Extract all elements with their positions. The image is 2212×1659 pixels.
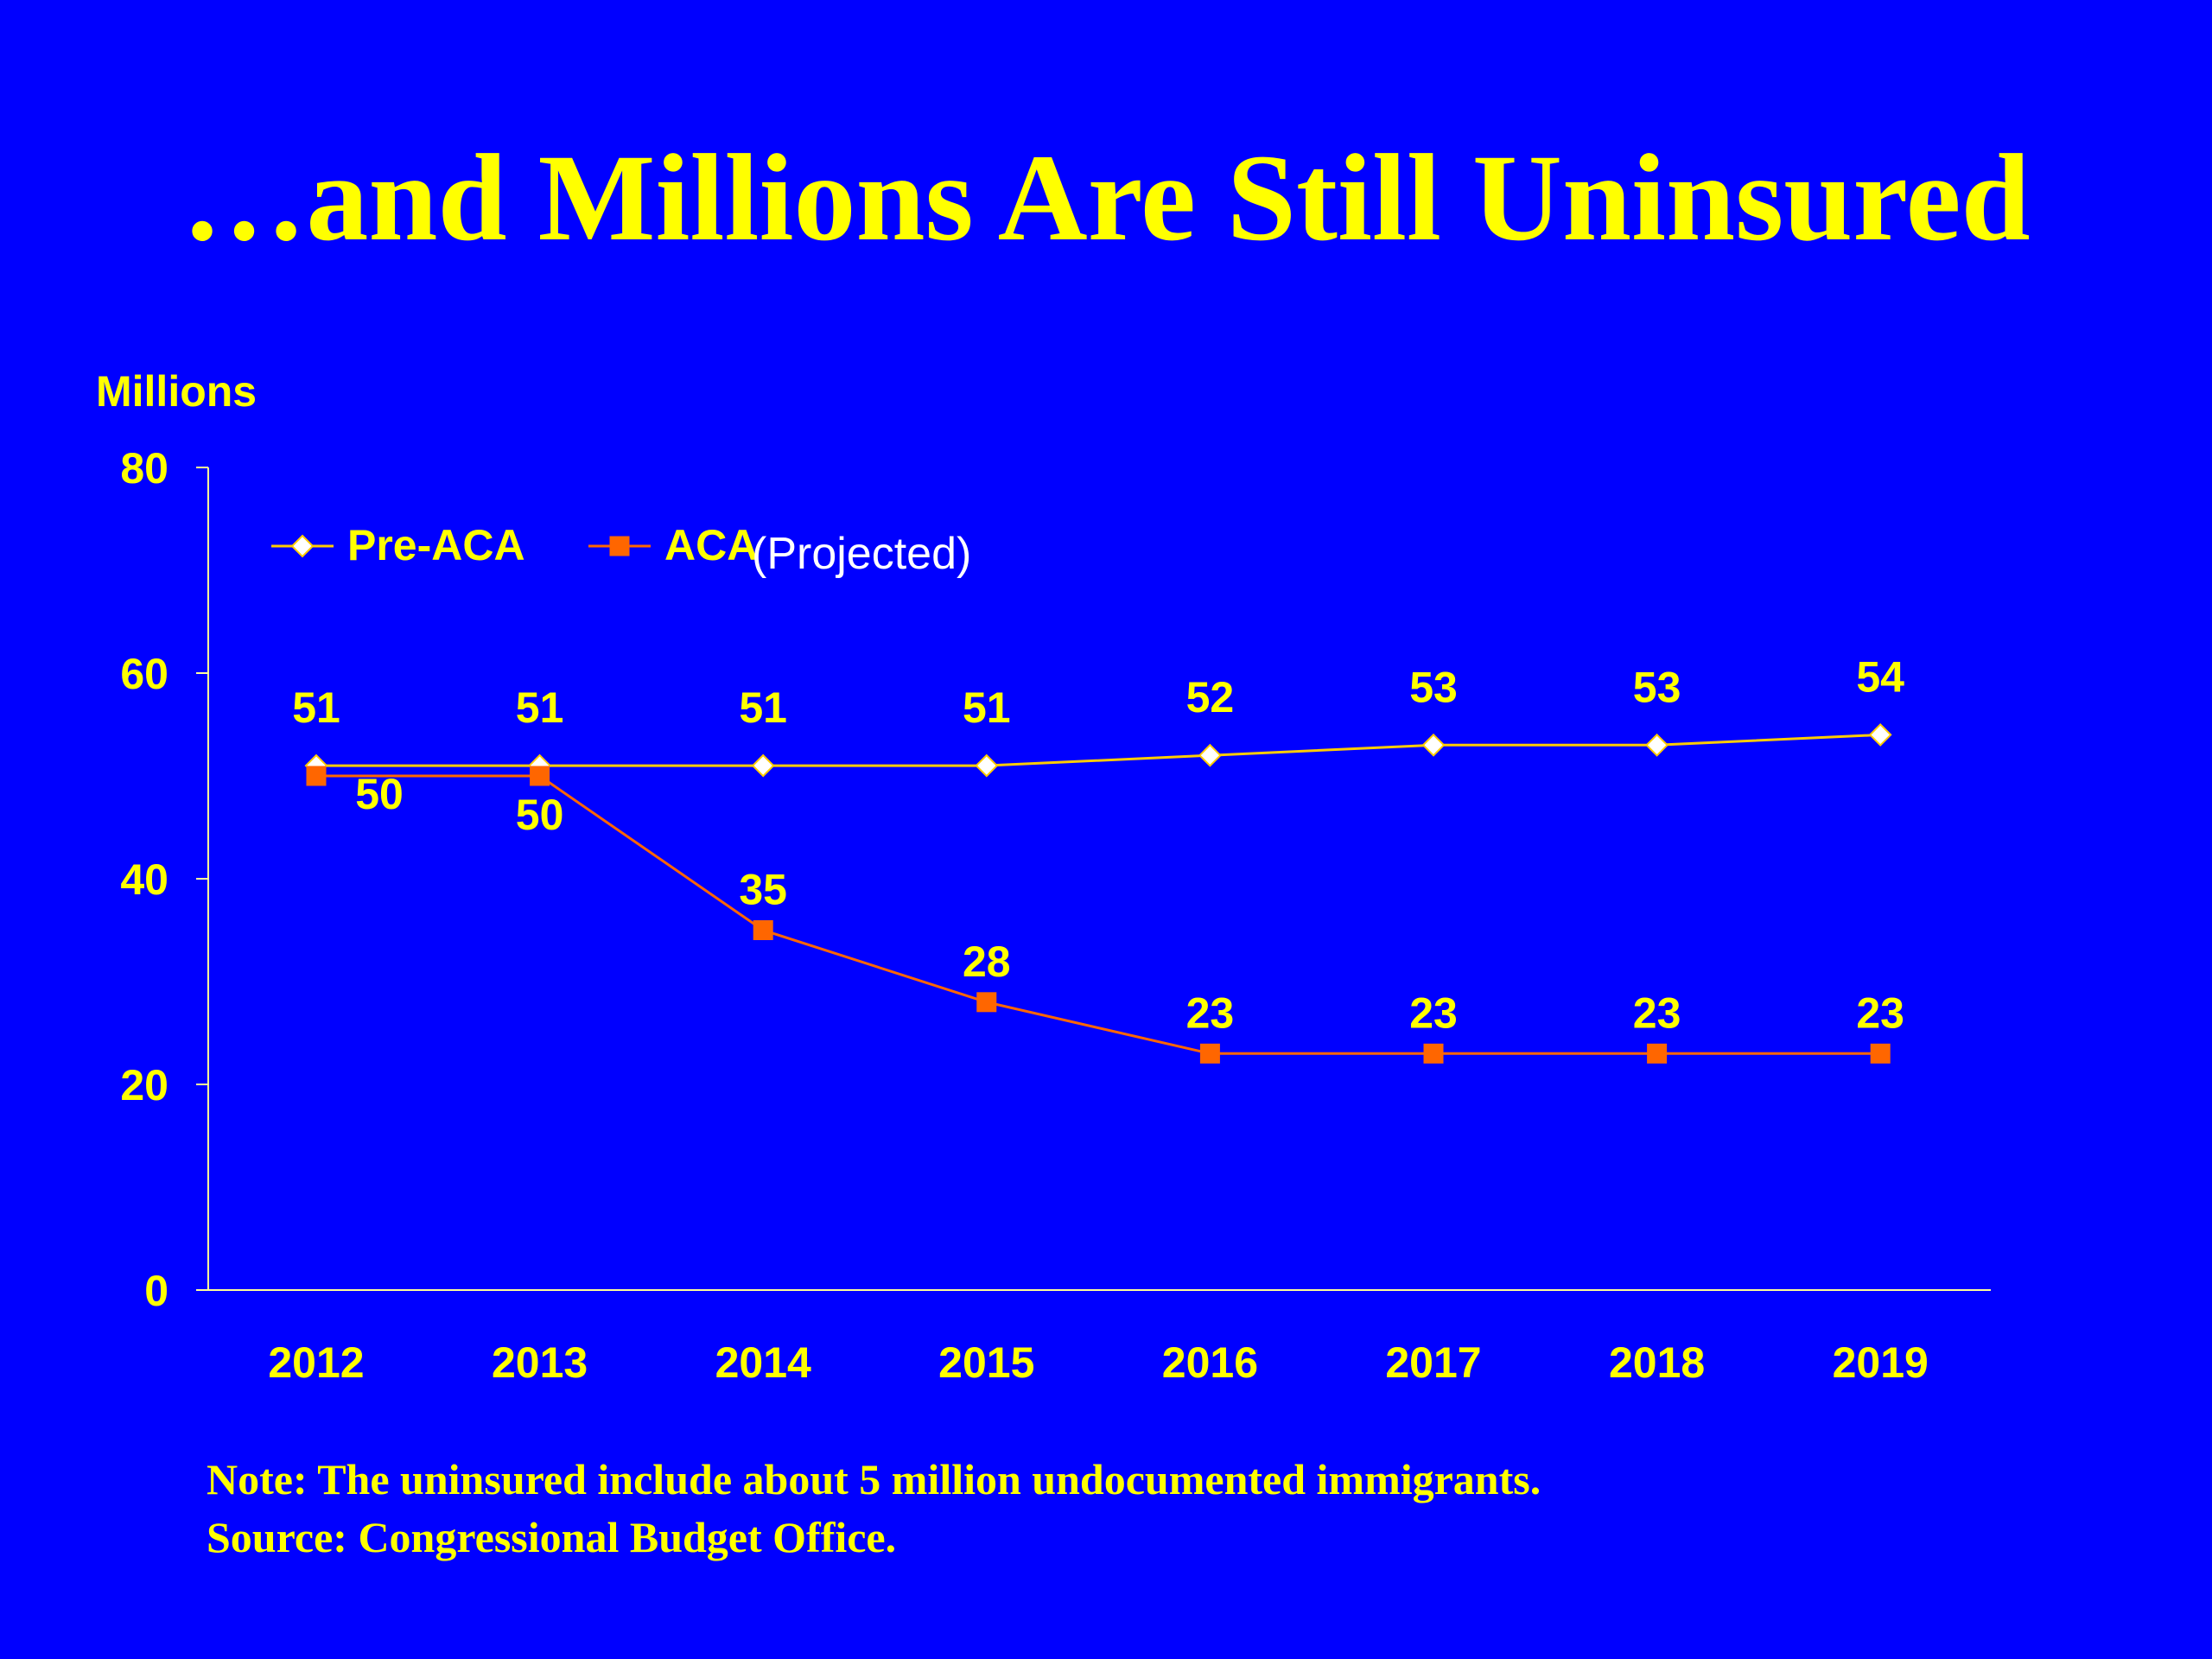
x-tick-label: 2016 <box>1162 1338 1258 1387</box>
point-pre-aca <box>975 753 999 778</box>
data-label-aca: 23 <box>1186 988 1235 1037</box>
data-label-pre-aca: 54 <box>1856 652 1904 701</box>
x-tick-label: 2017 <box>1385 1338 1481 1387</box>
point-aca <box>1423 1043 1444 1064</box>
data-label-pre-aca: 51 <box>739 683 787 732</box>
x-tick-label: 2012 <box>268 1338 364 1387</box>
legend-label-pre-aca: Pre-ACA <box>347 521 525 569</box>
data-label-pre-aca: 52 <box>1186 673 1235 721</box>
legend-marker-pre-aca <box>290 534 315 558</box>
slide-title: …and Millions Are Still Uninsured <box>181 130 2031 267</box>
series-layer <box>304 722 1892 1064</box>
y-tick-label: 20 <box>120 1061 168 1109</box>
point-aca <box>976 992 997 1013</box>
point-pre-aca <box>1868 722 1892 747</box>
series-line-aca <box>316 774 1881 1055</box>
data-label-aca: 23 <box>1409 988 1458 1037</box>
data-label-pre-aca: 51 <box>516 683 564 732</box>
point-aca <box>1870 1043 1891 1064</box>
point-aca <box>530 766 550 786</box>
point-pre-aca <box>751 753 775 778</box>
legend-marker-aca <box>609 536 630 556</box>
legend-label-aca: ACA <box>664 521 758 569</box>
data-label-pre-aca: 51 <box>292 683 340 732</box>
x-tick-label: 2018 <box>1609 1338 1705 1387</box>
point-aca <box>306 766 327 786</box>
point-aca <box>753 920 773 940</box>
y-axis-ticks: 0 20 40 60 80 <box>120 444 208 1315</box>
data-label-pre-aca: 53 <box>1409 663 1458 711</box>
x-tick-label: 2015 <box>938 1338 1034 1387</box>
point-pre-aca <box>1645 733 1669 757</box>
data-label-aca: 23 <box>1633 988 1681 1037</box>
data-label-aca: 23 <box>1856 988 1904 1037</box>
x-tick-label: 2014 <box>715 1338 811 1387</box>
data-label-aca: 50 <box>516 791 564 839</box>
series-line-pre-aca <box>316 733 1881 767</box>
x-tick-label: 2013 <box>492 1338 588 1387</box>
chart-axes <box>207 467 1991 1291</box>
footnote-note: Note: The uninsured include about 5 mill… <box>207 1455 1541 1503</box>
y-tick-label: 60 <box>120 650 168 698</box>
data-label-pre-aca: 51 <box>963 683 1011 732</box>
x-tick-label: 2019 <box>1833 1338 1929 1387</box>
y-tick-label: 0 <box>144 1267 168 1315</box>
y-tick-label: 40 <box>120 855 168 904</box>
footnote-source: Source: Congressional Budget Office. <box>207 1513 897 1561</box>
data-label-aca: 50 <box>355 770 404 818</box>
data-label-pre-aca: 53 <box>1633 663 1681 711</box>
y-tick-label: 80 <box>120 444 168 493</box>
point-aca <box>1647 1043 1668 1064</box>
point-pre-aca <box>1421 733 1446 757</box>
y-axis-label: Millions <box>96 367 257 416</box>
projected-annotation: (Projected) <box>752 529 971 579</box>
x-axis-ticks: 2012 2013 2014 2015 2016 2017 2018 2019 <box>268 1338 1928 1387</box>
data-label-aca: 35 <box>739 866 787 914</box>
point-aca <box>1199 1043 1220 1064</box>
data-labels: 51 51 51 51 52 53 53 54 50 50 35 28 23 23 23 23 <box>292 652 1904 1037</box>
point-pre-aca <box>1198 743 1222 767</box>
data-label-aca: 28 <box>963 938 1011 986</box>
chart-legend: Pre-ACA ACA <box>271 521 758 569</box>
